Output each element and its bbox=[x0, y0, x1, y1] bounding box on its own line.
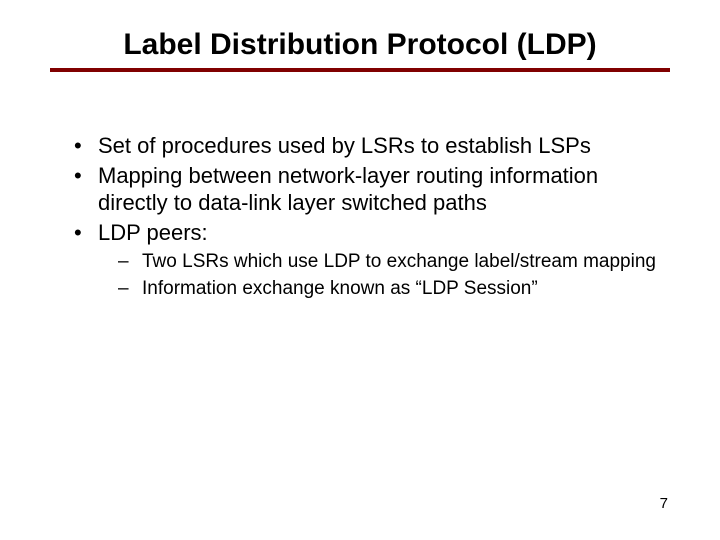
sub-text: Information exchange known as “LDP Sessi… bbox=[142, 278, 538, 299]
slide-container: Label Distribution Protocol (LDP) Set of… bbox=[0, 0, 720, 540]
bullet-text: Mapping between network-layer routing in… bbox=[98, 163, 598, 216]
slide-title: Label Distribution Protocol (LDP) bbox=[50, 28, 670, 68]
sub-item: Information exchange known as “LDP Sessi… bbox=[116, 277, 660, 302]
bullet-item: LDP peers: Two LSRs which use LDP to exc… bbox=[70, 219, 660, 302]
bullet-item: Set of procedures used by LSRs to establ… bbox=[70, 132, 660, 160]
sub-list: Two LSRs which use LDP to exchange label… bbox=[98, 250, 660, 301]
sub-text: Two LSRs which use LDP to exchange label… bbox=[142, 251, 656, 272]
bullet-list: Set of procedures used by LSRs to establ… bbox=[70, 132, 660, 301]
title-block: Label Distribution Protocol (LDP) bbox=[50, 28, 670, 72]
page-number: 7 bbox=[660, 495, 668, 512]
sub-item: Two LSRs which use LDP to exchange label… bbox=[116, 250, 660, 275]
bullet-text: LDP peers: bbox=[98, 220, 208, 245]
bullet-item: Mapping between network-layer routing in… bbox=[70, 162, 660, 217]
bullet-text: Set of procedures used by LSRs to establ… bbox=[98, 133, 591, 158]
title-underline bbox=[50, 68, 670, 72]
slide-content: Set of procedures used by LSRs to establ… bbox=[50, 132, 670, 301]
